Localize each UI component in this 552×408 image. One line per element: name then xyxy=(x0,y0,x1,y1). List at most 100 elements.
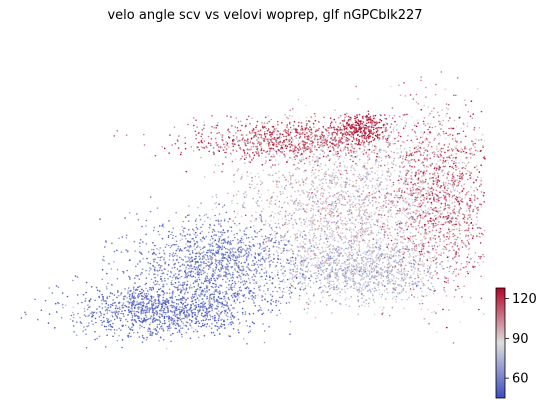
scatter-point xyxy=(382,171,384,173)
scatter-point xyxy=(265,241,267,243)
scatter-point xyxy=(349,134,351,136)
scatter-point xyxy=(343,121,345,123)
scatter-point xyxy=(318,179,320,181)
scatter-point xyxy=(382,226,384,228)
scatter-point xyxy=(285,131,287,133)
scatter-point xyxy=(345,274,347,276)
scatter-point xyxy=(315,248,317,250)
scatter-point xyxy=(407,135,409,137)
scatter-point xyxy=(304,134,306,136)
scatter-point xyxy=(429,220,431,222)
scatter-point xyxy=(337,146,339,148)
scatter-point xyxy=(326,198,328,200)
scatter-point xyxy=(459,197,461,199)
scatter-point xyxy=(308,283,310,285)
scatter-point xyxy=(323,117,325,119)
scatter-point xyxy=(397,235,399,237)
scatter-point xyxy=(295,262,297,264)
scatter-point xyxy=(265,136,267,138)
scatter-point xyxy=(376,129,378,131)
scatter-point xyxy=(364,134,366,136)
scatter-point xyxy=(398,132,400,134)
scatter-point xyxy=(240,158,242,160)
scatter-point xyxy=(397,197,399,199)
scatter-point xyxy=(401,291,403,293)
scatter-point xyxy=(471,218,473,220)
scatter-point xyxy=(295,234,297,236)
scatter-point xyxy=(368,303,370,305)
scatter-point xyxy=(421,265,423,267)
scatter-point xyxy=(202,138,204,140)
scatter-point xyxy=(353,237,355,239)
scatter-point xyxy=(241,174,243,176)
scatter-point xyxy=(408,178,410,180)
scatter-point xyxy=(336,134,338,136)
scatter-point xyxy=(307,264,309,266)
scatter-point xyxy=(430,207,432,209)
scatter-point xyxy=(411,263,413,265)
scatter-point xyxy=(328,192,330,194)
scatter-point xyxy=(365,254,367,256)
scatter-point xyxy=(403,288,405,290)
scatter-point xyxy=(435,210,437,212)
scatter-point xyxy=(325,133,327,135)
scatter-point xyxy=(180,154,182,156)
scatter-point xyxy=(472,143,474,145)
scatter-point xyxy=(437,224,439,226)
scatter-point xyxy=(391,151,393,153)
scatter-point xyxy=(435,218,437,220)
scatter-point xyxy=(318,121,320,123)
scatter-point xyxy=(475,150,477,152)
scatter-point xyxy=(283,140,285,142)
scatter-point xyxy=(364,168,366,170)
scatter-point xyxy=(215,138,217,140)
scatter-point xyxy=(392,307,394,309)
scatter-point xyxy=(379,293,381,295)
scatter-point xyxy=(299,234,301,236)
scatter-point xyxy=(422,244,424,246)
scatter-point xyxy=(279,133,281,135)
scatter-point xyxy=(355,226,357,228)
scatter-point xyxy=(440,254,442,256)
scatter-point xyxy=(363,141,365,143)
scatter-point xyxy=(266,199,268,201)
scatter-point xyxy=(451,202,453,204)
scatter-point xyxy=(390,86,392,88)
scatter-point xyxy=(370,119,372,121)
scatter-point xyxy=(348,213,350,215)
scatter-point xyxy=(347,140,349,142)
scatter-point xyxy=(222,134,224,136)
scatter-point xyxy=(406,222,408,224)
scatter-point xyxy=(426,193,428,195)
scatter-point xyxy=(301,283,303,285)
scatter-point xyxy=(402,254,404,256)
scatter-point xyxy=(339,194,341,196)
scatter-point xyxy=(297,167,299,169)
scatter-point xyxy=(424,139,426,141)
scatter-point xyxy=(252,142,254,144)
scatter-point xyxy=(397,190,399,192)
scatter-point xyxy=(239,159,241,161)
scatter-point xyxy=(372,204,374,206)
scatter-point xyxy=(462,149,464,151)
scatter-point xyxy=(357,125,359,127)
scatter-point xyxy=(409,162,411,164)
scatter-point xyxy=(316,244,318,246)
scatter-point xyxy=(462,174,464,176)
scatter-point xyxy=(271,140,273,142)
scatter-point xyxy=(303,190,305,192)
scatter-point xyxy=(245,126,247,128)
scatter-point xyxy=(464,197,466,199)
scatter-point xyxy=(464,148,466,150)
scatter-point xyxy=(372,288,374,290)
scatter-point xyxy=(253,132,255,134)
scatter-point xyxy=(424,270,426,272)
scatter-point xyxy=(366,222,368,224)
scatter-point xyxy=(367,162,369,164)
scatter-point xyxy=(431,289,433,291)
scatter-point xyxy=(307,146,309,148)
scatter-point xyxy=(354,249,356,251)
scatter-point xyxy=(352,218,354,220)
scatter-point xyxy=(369,158,371,160)
scatter-point xyxy=(482,145,484,147)
